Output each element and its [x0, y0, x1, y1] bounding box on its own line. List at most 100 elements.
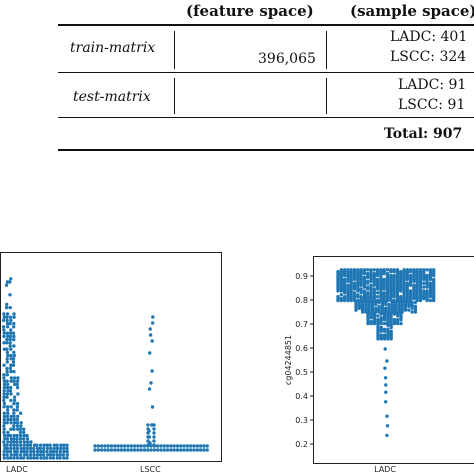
swarm-point	[12, 312, 16, 316]
swarm-point	[8, 331, 13, 335]
swarm-point	[48, 453, 53, 457]
swarm-point	[19, 456, 23, 460]
swarm-point	[2, 421, 6, 425]
swarm-point	[16, 376, 20, 380]
swarm-point	[5, 350, 10, 355]
swarm-plot-left-canvas	[1, 277, 209, 460]
swarm-point	[13, 382, 17, 387]
swarm-point	[382, 271, 386, 276]
swarm-point	[12, 456, 16, 460]
swarm-point	[41, 449, 46, 454]
swarm-point	[379, 337, 383, 341]
swarm-point	[12, 411, 16, 415]
swarm-point	[8, 433, 13, 438]
swarm-point	[129, 444, 133, 448]
swarm-point	[346, 298, 350, 303]
swarm-point	[15, 421, 20, 425]
swarm-point	[382, 318, 387, 322]
swarm-point	[185, 444, 190, 448]
swarm-point	[385, 359, 389, 363]
swarm-point	[12, 344, 16, 348]
swarm-point	[8, 341, 12, 345]
swarm-point	[374, 302, 378, 307]
swarm-point	[146, 423, 150, 427]
swarm-point	[25, 443, 30, 447]
swarm-point	[59, 446, 63, 451]
swarm-point	[2, 331, 6, 335]
swarm-point	[109, 444, 114, 448]
swarm-point	[2, 433, 7, 438]
swarm-point	[35, 453, 40, 457]
swarm-point	[9, 277, 13, 281]
swarm-point	[9, 363, 13, 367]
swarm-point	[15, 408, 19, 412]
swarm-point	[12, 395, 17, 399]
swarm-point	[5, 280, 10, 284]
swarm-point	[22, 427, 26, 431]
swarm-point	[19, 449, 23, 454]
swarm-point	[9, 398, 13, 403]
swarm-point	[385, 268, 390, 272]
swarm-point	[55, 453, 59, 457]
swarm-point	[352, 277, 357, 282]
swarm-point	[336, 289, 340, 293]
swarm-point	[5, 408, 10, 412]
swarm-point	[54, 449, 59, 454]
swarm-point	[179, 444, 183, 448]
header-feature-space: (feature space)	[186, 2, 314, 20]
swarm-point	[15, 417, 20, 422]
swarm-point	[384, 302, 388, 307]
swarm-point	[29, 440, 33, 444]
swarm-point	[15, 449, 19, 454]
swarm-point	[198, 444, 203, 448]
swarm-point	[2, 379, 7, 383]
swarm-point	[425, 298, 429, 303]
swarm-point	[428, 277, 433, 282]
swarm-point	[422, 277, 426, 282]
swarm-point	[399, 289, 403, 293]
swarm-point	[408, 270, 413, 274]
swarm-point	[336, 298, 340, 303]
swarm-point	[25, 453, 29, 457]
swarm-point	[198, 448, 203, 452]
swarm-point	[119, 448, 124, 452]
swarm-point	[12, 376, 17, 380]
swarm-point	[185, 448, 190, 452]
swarm-point	[5, 392, 9, 396]
swarm-point	[19, 424, 23, 428]
swarm-point	[32, 449, 36, 454]
swarm-point	[42, 456, 46, 460]
swarm-point	[396, 314, 400, 318]
swarm-point	[432, 298, 436, 303]
swarm-point	[35, 456, 39, 460]
swarm-point	[22, 430, 26, 435]
total-count: Total: 907	[384, 126, 463, 142]
column-divider	[174, 31, 175, 69]
swarm-point	[55, 443, 59, 447]
swarm-point	[169, 444, 173, 448]
swarm-point	[412, 279, 416, 283]
y-tick-label: 0.3	[295, 416, 308, 425]
swarm-point	[349, 298, 353, 303]
swarm-point	[339, 289, 343, 293]
swarm-point	[6, 440, 10, 444]
swarm-point	[150, 405, 155, 409]
swarm-point	[32, 456, 36, 460]
swarm-point	[12, 379, 16, 383]
swarm-point	[9, 369, 13, 374]
swarm-point	[49, 446, 53, 451]
swarm-point	[6, 405, 10, 409]
swarm-point	[39, 456, 43, 460]
swarm-point	[162, 448, 166, 452]
swarm-point	[12, 398, 17, 403]
swarm-point	[189, 444, 193, 448]
swarm-point	[5, 360, 9, 364]
swarm-point	[5, 312, 10, 316]
swarm-point	[12, 321, 16, 326]
swarm-point	[18, 440, 23, 444]
swarm-point	[9, 376, 13, 380]
swarm-point	[418, 298, 423, 303]
swarm-point	[9, 385, 13, 390]
swarm-point	[342, 273, 347, 278]
swarm-point	[8, 305, 12, 310]
